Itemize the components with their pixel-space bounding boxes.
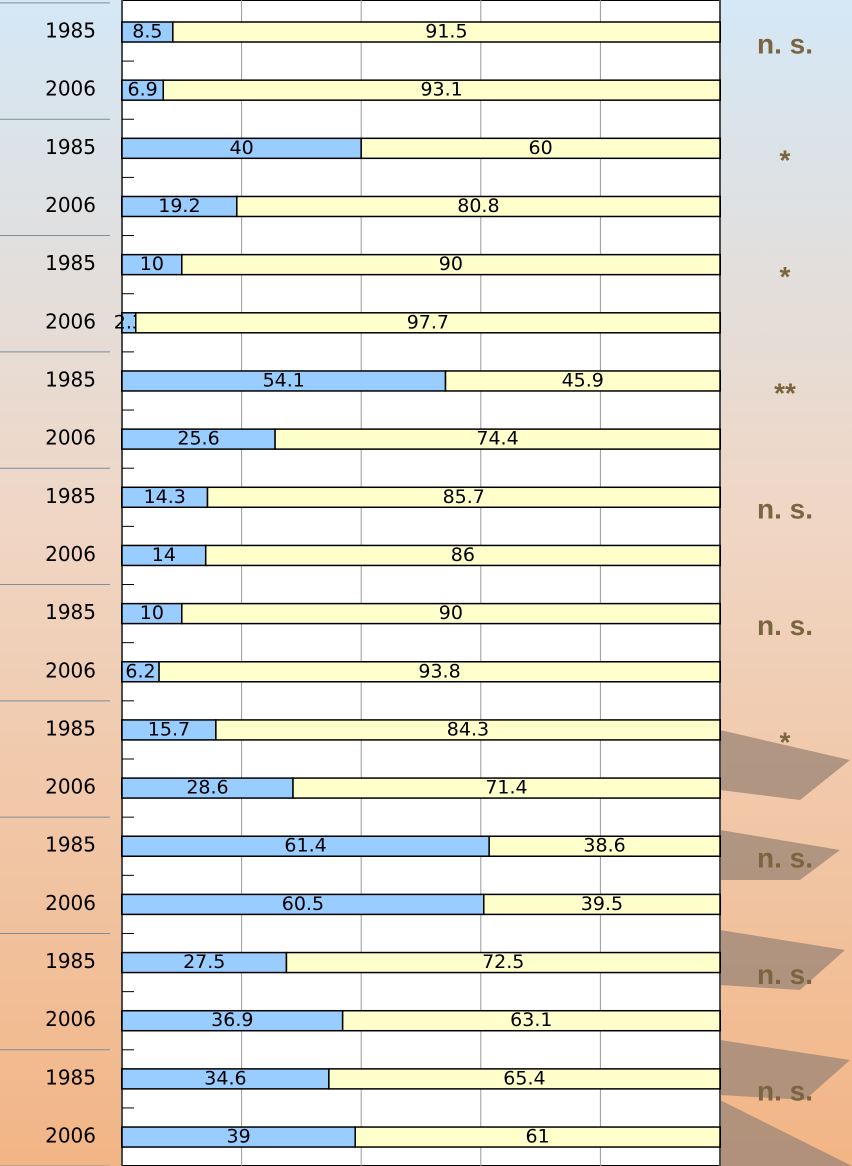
data-label: 25.6 — [177, 428, 219, 450]
data-label: 38.6 — [583, 835, 625, 857]
bar-segment — [181, 602, 721, 625]
data-label: 8.5 — [132, 21, 162, 43]
data-label: 74.4 — [476, 428, 518, 450]
pagoda-silhouette — [720, 730, 852, 1166]
data-label: 80.8 — [457, 195, 499, 217]
significance-label: n. s. — [757, 843, 813, 874]
data-label: 40 — [230, 137, 254, 159]
y-tick-label: 2006 — [45, 542, 96, 566]
y-tick-label: 1985 — [45, 716, 96, 740]
data-label: 39.5 — [581, 893, 623, 915]
bar-segment — [274, 428, 721, 450]
data-label: 6.2 — [125, 660, 155, 682]
bar-segment — [488, 835, 721, 857]
bar-segment — [206, 486, 721, 509]
significance-label: n. s. — [757, 1075, 813, 1106]
bar-segment — [354, 1126, 721, 1148]
data-label: 36.9 — [211, 1009, 253, 1031]
data-label: 86 — [451, 544, 475, 566]
bar-segment — [292, 777, 721, 799]
y-tick-label: 1985 — [45, 367, 96, 391]
bar-segment — [236, 195, 721, 218]
y-tick-label: 1985 — [45, 949, 96, 973]
bar-segment — [162, 79, 721, 101]
data-label: 10 — [140, 253, 164, 275]
y-tick-label: 2006 — [45, 1124, 96, 1148]
y-tick-label: 2006 — [45, 658, 96, 682]
data-label: 85.7 — [443, 486, 485, 508]
bar-segment — [172, 21, 721, 43]
data-label: 19.2 — [158, 195, 200, 217]
significance-label: * — [780, 261, 791, 292]
bar-segment — [341, 1009, 721, 1032]
y-tick-label: 2006 — [45, 1007, 96, 1031]
data-label: 10 — [140, 602, 164, 624]
data-label: 61 — [526, 1126, 550, 1148]
data-label: 61.4 — [284, 835, 326, 857]
bar-segment — [285, 951, 721, 974]
y-tick-label: 1985 — [45, 833, 96, 857]
y-tick-label: 2006 — [45, 77, 96, 101]
data-label: 72.5 — [482, 951, 524, 973]
data-label: 84.3 — [447, 718, 489, 740]
y-tick-label: 1985 — [45, 251, 96, 275]
data-label: 60 — [529, 137, 553, 159]
data-label: 27.5 — [183, 951, 225, 973]
bar-segment — [135, 312, 721, 334]
bar-segment — [181, 253, 721, 276]
significance-label: n. s. — [757, 610, 813, 641]
y-tick-label: 2006 — [45, 426, 96, 450]
y-tick-label: 1985 — [45, 484, 96, 508]
data-label: 93.8 — [418, 660, 460, 682]
data-label: 93.1 — [420, 79, 462, 101]
bar-segment — [204, 544, 721, 567]
data-label: 6.9 — [128, 79, 158, 101]
data-label: 14 — [152, 544, 176, 566]
data-label: 97.7 — [407, 311, 449, 333]
bar-segment — [483, 893, 721, 916]
y-tick-label: 2006 — [45, 775, 96, 799]
data-label: 15.7 — [148, 718, 190, 740]
bar-segment — [158, 661, 721, 683]
y-tick-label: 1985 — [45, 600, 96, 624]
significance-label: ** — [774, 377, 796, 408]
data-label: 71.4 — [485, 777, 527, 799]
data-label: 28.6 — [186, 777, 228, 799]
y-tick-label: 2006 — [45, 309, 96, 333]
y-tick-label: 1985 — [45, 19, 96, 43]
significance-label: * — [780, 726, 791, 757]
data-label: 34.6 — [204, 1067, 246, 1089]
bar-segment — [328, 1068, 721, 1090]
bar-segment — [215, 719, 721, 741]
bar-segment — [444, 370, 721, 392]
significance-label: n. s. — [757, 28, 813, 59]
data-label: 91.5 — [425, 21, 467, 43]
plot-area — [121, 0, 721, 1166]
significance-label: * — [780, 145, 791, 176]
significance-label: n. s. — [757, 959, 813, 990]
data-label: 45.9 — [562, 369, 604, 391]
bar-segment — [360, 137, 721, 160]
data-label: 60.5 — [282, 893, 324, 915]
data-label: 65.4 — [503, 1067, 545, 1089]
data-label: 14.3 — [144, 486, 186, 508]
data-label: 54.1 — [263, 369, 305, 391]
y-tick-label: 2006 — [45, 193, 96, 217]
significance-label: n. s. — [757, 494, 813, 525]
data-label: 90 — [439, 602, 463, 624]
data-label: 63.1 — [510, 1009, 552, 1031]
y-tick-label: 1985 — [45, 135, 96, 159]
y-tick-label: 2006 — [45, 891, 96, 915]
data-label: 90 — [439, 253, 463, 275]
y-tick-label: 1985 — [45, 1065, 96, 1089]
data-label: 39 — [227, 1126, 251, 1148]
